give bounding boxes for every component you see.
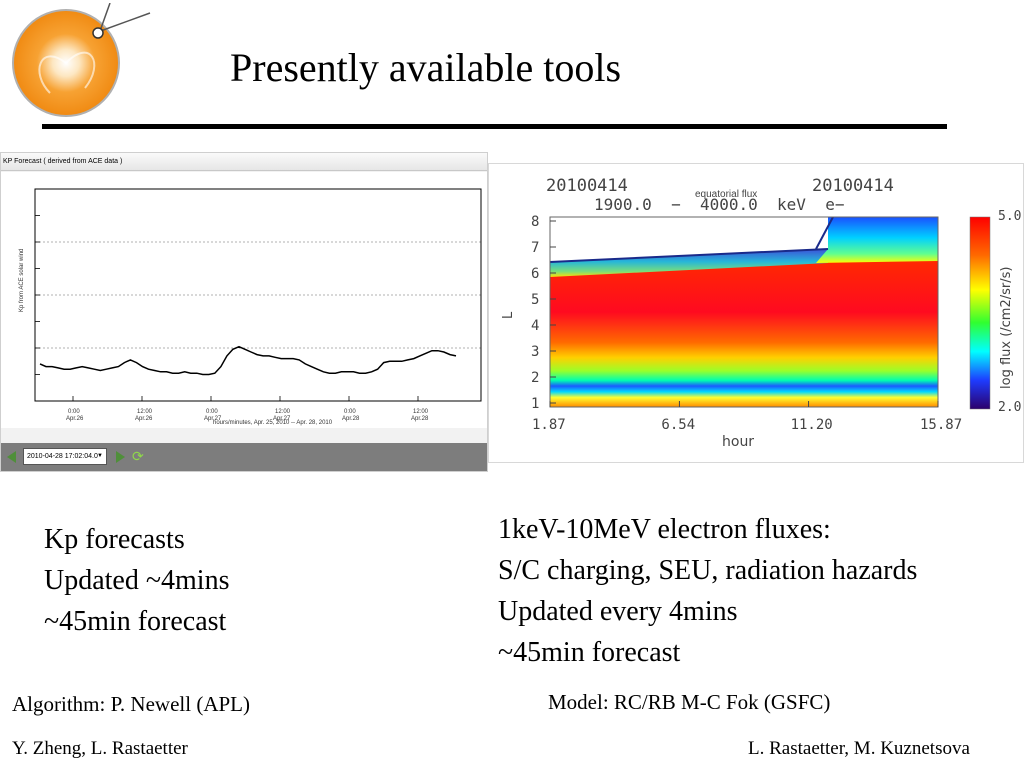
kp-desc-line: ~45min forecast [44, 606, 227, 637]
flux-ytick-label: 4 [531, 318, 539, 334]
flux-ytick-label: 7 [531, 240, 539, 256]
kp-xtick-time: 0:00 [344, 409, 356, 415]
sun-logo [12, 3, 151, 117]
kp-xtick-time: 12:00 [137, 409, 153, 415]
kp-xtick-date: Apr.28 [411, 416, 429, 422]
flux-colorbar-min: 2.0 [998, 400, 1021, 415]
date-select[interactable]: 2010-04-28 17:02:04.0 ▼ [23, 448, 107, 465]
flux-ytick-label: 8 [531, 214, 539, 230]
kp-ylabel: Kp from ACE solar wind [19, 249, 25, 312]
kp-xtick-time: 0:00 [68, 409, 80, 415]
flux-ytick-label: 5 [531, 292, 539, 308]
flux-ylabel: L [501, 311, 516, 319]
kp-xtick-date: Apr.26 [66, 416, 84, 422]
flux-model-credit: Model: RC/RB M-C Fok (GSFC) [548, 690, 831, 714]
flux-ytick-label: 2 [531, 370, 539, 386]
flux-colorbar-label: log flux (/cm2/sr/s) [999, 267, 1014, 389]
kp-xtick-time: 12:00 [413, 409, 429, 415]
flux-colorbar [969, 216, 991, 410]
triangle-right-icon[interactable] [116, 451, 125, 463]
flux-subtitle: equatorial flux [695, 189, 757, 200]
slide-title: Presently available tools [230, 45, 622, 90]
kp-description: Kp forecasts Updated ~4mins ~45min forec… [44, 519, 229, 642]
flux-jump-line [815, 216, 834, 250]
flux-xlabel: hour [722, 434, 754, 450]
kp-panel-header: KP Forecast ( derived from ACE data ) [1, 153, 487, 171]
flux-desc-line: ~45min forecast [498, 637, 681, 668]
kp-toolbar: 2010-04-28 17:02:04.0 ▼ ⟳ [1, 443, 487, 471]
flux-upper-band [550, 249, 828, 277]
kp-xtick-date: Apr.28 [342, 416, 360, 422]
date-select-value: 2010-04-28 17:02:04.0 [27, 453, 98, 460]
flux-description: 1keV-10MeV electron fluxes: S/C charging… [498, 509, 917, 673]
flux-energy-range: 1900.0 − 4000.0 keV e− [594, 195, 844, 214]
flux-chart: 20100414 20100414 equatorial flux 1900.0… [501, 176, 1021, 450]
flux-heatmap [549, 216, 939, 408]
flux-xtick-label: 11.20 [791, 417, 833, 433]
flux-xtick-label: 15.87 [920, 417, 962, 433]
kp-series-line [39, 345, 457, 376]
flux-colorbar-max: 5.0 [998, 209, 1021, 224]
kp-xtick-date: Apr.27 [204, 416, 222, 422]
kp-xlabel: hours/minutes, Apr. 25, 2010 -- Apr. 28,… [213, 420, 333, 426]
flux-jump-region [816, 217, 938, 263]
kp-xtick-time: 12:00 [275, 409, 291, 415]
kp-xtick-time: 0:00 [206, 409, 218, 415]
flux-date-left: 20100414 [546, 176, 628, 196]
flux-date-right: 20100414 [812, 176, 894, 196]
kp-chart: Kp from ACE solar wind 0:00Apr.2612:00Ap… [19, 188, 482, 426]
kp-desc-line: Kp forecasts [44, 524, 185, 555]
flux-xtick-label: 1.87 [532, 417, 566, 433]
flux-ytick-label: 1 [531, 396, 539, 412]
kp-xtick-date: Apr.26 [135, 416, 153, 422]
title-divider [42, 124, 947, 129]
kp-authors: Y. Zheng, L. Rastaetter [12, 738, 188, 759]
flux-ytick-label: 3 [531, 344, 539, 360]
flux-desc-line: S/C charging, SEU, radiation hazards [498, 555, 918, 586]
flux-top-region [550, 217, 828, 262]
flux-desc-line: Updated every 4mins [498, 596, 738, 627]
kp-desc-line: Updated ~4mins [44, 565, 230, 596]
flux-plot-frame [549, 216, 939, 408]
flux-ytick-label: 6 [531, 266, 539, 282]
flux-boundary-line [549, 248, 829, 263]
flux-authors: L. Rastaetter, M. Kuznetsova [748, 738, 970, 759]
refresh-icon[interactable]: ⟳ [132, 449, 144, 465]
chevron-down-icon: ▼ [97, 453, 103, 459]
flux-xtick-label: 6.54 [661, 417, 695, 433]
kp-plot-frame [34, 188, 482, 402]
kp-xtick-date: Apr.27 [273, 416, 291, 422]
kp-algorithm-credit: Algorithm: P. Newell (APL) [12, 692, 250, 716]
triangle-left-icon[interactable] [7, 451, 16, 463]
kp-forecast-panel: KP Forecast ( derived from ACE data ) Kp… [0, 152, 488, 472]
flux-desc-line: 1keV-10MeV electron fluxes: [498, 514, 831, 545]
kp-plot-background [1, 172, 487, 428]
